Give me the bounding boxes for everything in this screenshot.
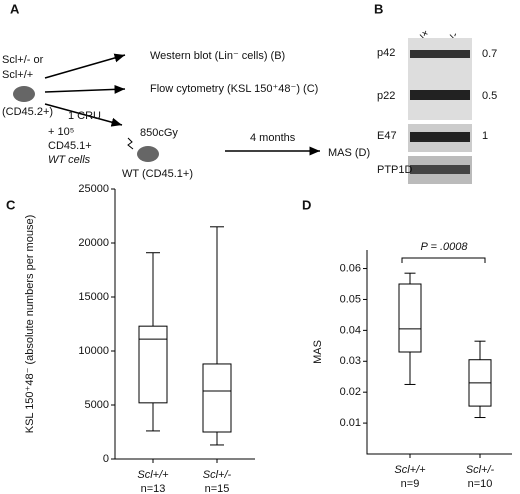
x-tick-label: Scl+/+ xyxy=(394,464,426,476)
x-tick-label: Scl+/+ xyxy=(137,469,169,481)
panel-a: A Scl+/- or Scl+/+ (CD45.2+) Western blo… xyxy=(2,1,370,179)
x-tick-label: Scl+/- xyxy=(203,469,232,481)
y-tick-label: 20000 xyxy=(78,237,109,249)
mouse-icon xyxy=(13,86,35,102)
y-tick-label: 15000 xyxy=(78,291,109,303)
mouse-icon xyxy=(137,146,159,162)
y-axis-label: KSL 150⁺48⁻ (absolute numbers per mouse) xyxy=(24,215,36,434)
p-value: P = .0008 xyxy=(421,241,469,253)
annotation: n=10 xyxy=(468,478,493,490)
band xyxy=(410,90,470,100)
panel-label: A xyxy=(10,1,20,16)
y-tick-label: 0.06 xyxy=(340,262,361,274)
ratio: 0.5 xyxy=(482,90,497,102)
y-tick-label: 0.02 xyxy=(340,386,361,398)
radiation-icon xyxy=(127,137,134,150)
y-tick-label: 0.05 xyxy=(340,293,361,305)
band xyxy=(410,50,470,58)
panel-label: D xyxy=(302,197,311,212)
label: CD45.1+ xyxy=(48,140,92,152)
x-tick-label: Scl+/- xyxy=(466,464,495,476)
label: 1 CRU xyxy=(68,110,101,122)
y-tick-label: 0.04 xyxy=(340,324,361,336)
arrow xyxy=(44,53,126,79)
label: 4 months xyxy=(250,132,296,144)
panel-label: B xyxy=(374,1,383,16)
box xyxy=(138,325,168,404)
label: WT (CD45.1+) xyxy=(122,168,193,180)
protein-label: p42 xyxy=(377,47,395,59)
ratio: 1 xyxy=(482,130,488,142)
axis xyxy=(366,250,512,455)
band xyxy=(410,132,470,142)
box xyxy=(202,363,232,433)
y-tick-label: 0.03 xyxy=(340,355,361,367)
annotation: n=13 xyxy=(141,483,166,494)
outcome: Western blot (Lin⁻ cells) (B) xyxy=(150,50,285,62)
protein-label: p22 xyxy=(377,90,395,102)
outcome: Flow cytometry (KSL 150⁺48⁻) (C) xyxy=(150,83,318,95)
donor: Scl+/+ xyxy=(2,69,33,81)
donor: Scl+/- or xyxy=(2,54,44,66)
label: WT cells xyxy=(48,154,91,166)
annotation: n=9 xyxy=(401,478,420,490)
band xyxy=(410,165,470,174)
y-tick-label: 0 xyxy=(103,453,109,465)
y-tick-label: 25000 xyxy=(78,183,109,195)
arrow xyxy=(44,84,126,94)
annotation: n=15 xyxy=(205,483,230,494)
significance-bracket xyxy=(401,257,486,263)
label: + 10⁵ xyxy=(48,126,74,138)
label: 850cGy xyxy=(140,127,178,139)
outcome: MAS (D) xyxy=(328,147,370,159)
protein-label: E47 xyxy=(377,130,397,142)
panel-b: B Scl+/+ Scl+/- p42 p22 E47 PTP1D 0.7 0.… xyxy=(374,1,497,184)
protein-label: PTP1D xyxy=(377,164,413,176)
panel-label: C xyxy=(6,197,16,212)
y-axis-label: MAS xyxy=(312,340,324,364)
y-tick-label: 5000 xyxy=(85,399,109,411)
y-tick-label: 10000 xyxy=(78,345,109,357)
axis xyxy=(114,189,255,460)
box xyxy=(398,283,422,353)
y-tick-label: 0.01 xyxy=(340,417,361,429)
arrow xyxy=(44,103,123,127)
donor: (CD45.2+) xyxy=(2,106,53,118)
ratio: 0.7 xyxy=(482,48,497,60)
